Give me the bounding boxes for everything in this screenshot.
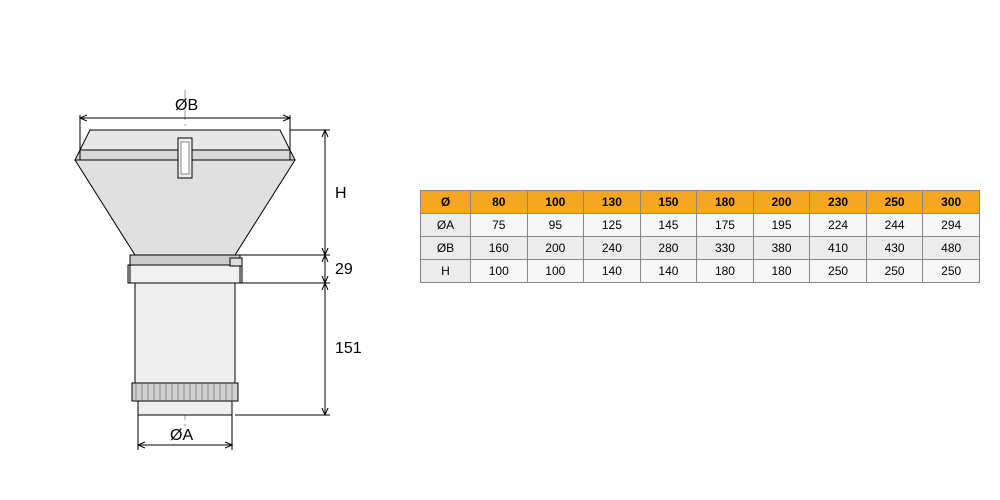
dim-151: 151 (235, 283, 362, 415)
table-header-cell: 150 (640, 191, 697, 214)
table-cell: 250 (810, 260, 867, 283)
table-header-row: Ø80100130150180200230250300 (421, 191, 980, 214)
label-H: H (335, 185, 347, 202)
table-cell: 430 (866, 237, 923, 260)
table-cell: 180 (697, 260, 754, 283)
table-row-label: ØB (421, 237, 471, 260)
table-cell: 195 (753, 214, 810, 237)
table-header-label: Ø (421, 191, 471, 214)
table-cell: 140 (640, 260, 697, 283)
table-cell: 250 (866, 260, 923, 283)
table-row: ØB160200240280330380410430480 (421, 237, 980, 260)
label-151: 151 (335, 340, 362, 357)
table-cell: 180 (753, 260, 810, 283)
lower-tube (132, 283, 238, 415)
table-header-cell: 200 (753, 191, 810, 214)
table-cell: 410 (810, 237, 867, 260)
table-cell: 140 (584, 260, 641, 283)
table-cell: 224 (810, 214, 867, 237)
table-cell: 244 (866, 214, 923, 237)
dim-29: 29 (242, 255, 353, 283)
table-cell: 380 (753, 237, 810, 260)
table-cell: 330 (697, 237, 754, 260)
table-cell: 145 (640, 214, 697, 237)
drawing-svg: ØB H 29 151 ØA (30, 60, 380, 460)
table-cell: 100 (471, 260, 528, 283)
label-diaA: ØA (170, 427, 193, 444)
table-header-cell: 130 (584, 191, 641, 214)
table-cell: 175 (697, 214, 754, 237)
table-row: H100100140140180180250250250 (421, 260, 980, 283)
table-row-label: ØA (421, 214, 471, 237)
table-cell: 200 (527, 237, 584, 260)
table-header-cell: 300 (923, 191, 980, 214)
table-cell: 95 (527, 214, 584, 237)
table-row: ØA7595125145175195224244294 (421, 214, 980, 237)
dimensions-table: Ø80100130150180200230250300 ØA7595125145… (420, 190, 980, 283)
technical-drawing: ØB H 29 151 ØA (30, 60, 380, 460)
label-diaB: ØB (175, 97, 198, 114)
table-header-cell: 80 (471, 191, 528, 214)
table-cell: 480 (923, 237, 980, 260)
dimensions-table-container: Ø80100130150180200230250300 ØA7595125145… (420, 190, 980, 283)
label-29: 29 (335, 261, 353, 278)
table-cell: 125 (584, 214, 641, 237)
table-cell: 75 (471, 214, 528, 237)
table-cell: 100 (527, 260, 584, 283)
dim-diaA: ØA (138, 415, 232, 450)
table-header-cell: 180 (697, 191, 754, 214)
table-cell: 240 (584, 237, 641, 260)
table-cell: 294 (923, 214, 980, 237)
collar (128, 255, 242, 283)
table-cell: 250 (923, 260, 980, 283)
table-cell: 280 (640, 237, 697, 260)
table-body: ØA7595125145175195224244294ØB16020024028… (421, 214, 980, 283)
table-header-cell: 230 (810, 191, 867, 214)
table-cell: 160 (471, 237, 528, 260)
table-header-cell: 250 (866, 191, 923, 214)
table-header-cell: 100 (527, 191, 584, 214)
table-row-label: H (421, 260, 471, 283)
